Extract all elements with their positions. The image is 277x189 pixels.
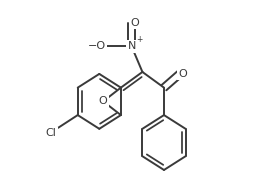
Text: Cl: Cl	[46, 128, 57, 138]
Text: −O: −O	[88, 41, 106, 51]
Text: N: N	[127, 41, 136, 51]
Text: O: O	[99, 96, 107, 106]
Text: +: +	[137, 35, 143, 44]
Text: O: O	[130, 18, 139, 28]
Text: O: O	[178, 69, 187, 79]
